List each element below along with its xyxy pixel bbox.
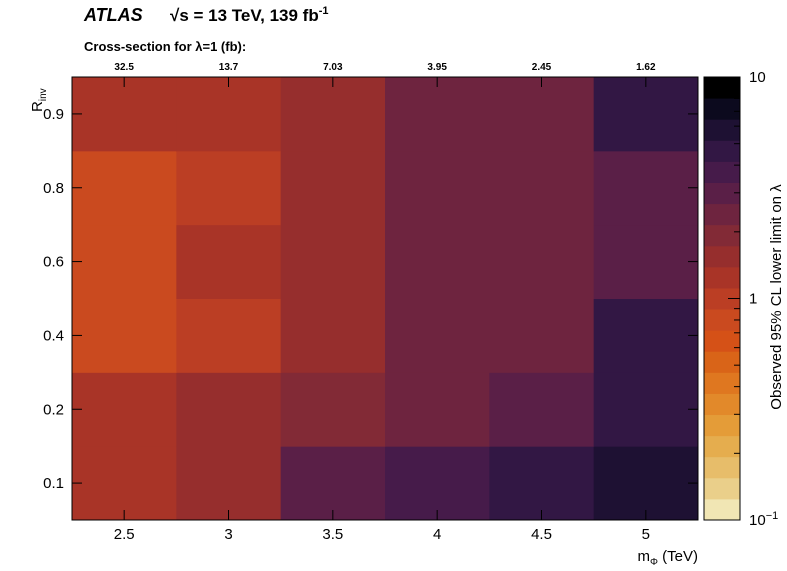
color-bar-title: Observed 95% CL lower limit on λ <box>768 184 785 410</box>
heatmap-cell <box>489 224 595 299</box>
heatmap-cell <box>176 298 282 373</box>
y-axis-ticks: 0.1 0.2 0.4 0.6 0.8 0.9 <box>43 106 698 492</box>
color-bar-tick-label: 1 <box>749 291 757 308</box>
heatmap-cell <box>593 77 699 152</box>
heatmap-cell <box>385 372 490 447</box>
heatmap-cell <box>280 77 386 152</box>
color-bar-step <box>704 161 740 183</box>
color-bar-step <box>704 182 740 205</box>
x-tick-label: 2.5 <box>114 526 135 543</box>
color-bar-tick-label: 10−1 <box>749 510 778 529</box>
energy-label: √s = 13 TeV, 139 fb-1 <box>170 5 329 25</box>
color-bar-step <box>704 435 740 458</box>
y-axis-title-subscript: inv <box>38 88 49 101</box>
heatmap-cell <box>280 224 386 299</box>
color-bar-step <box>704 393 740 416</box>
heatmap-cell <box>385 150 490 226</box>
color-bar-step <box>704 98 740 120</box>
heatmap-cell <box>593 446 699 521</box>
cross-section-value: 2.45 <box>532 62 552 73</box>
x-tick-label: 3.5 <box>322 526 343 543</box>
heatmap-cell <box>176 224 282 299</box>
heatmap-cell <box>385 298 490 373</box>
heatmap-cell <box>489 446 595 521</box>
heatmap-cell <box>385 446 490 521</box>
heatmap-cell <box>72 150 177 226</box>
heatmap-cell <box>72 298 177 373</box>
heatmap-cell <box>280 298 386 373</box>
heatmap-cell <box>489 150 595 226</box>
y-tick-label: 0.2 <box>43 401 64 418</box>
color-bar-step <box>704 266 740 289</box>
heatmap-cell <box>72 446 177 521</box>
y-tick-label: 0.6 <box>43 254 64 271</box>
heatmap-cell <box>489 298 595 373</box>
heatmap-cells <box>72 77 699 521</box>
color-bar-step <box>704 119 740 141</box>
color-bar <box>704 77 740 521</box>
x-axis-ticks: 2.5 3 3.5 4 4.5 5 <box>114 77 650 543</box>
color-bar-step <box>704 287 740 310</box>
heatmap-cell <box>176 372 282 447</box>
heatmap-cell <box>593 298 699 373</box>
color-bar-step <box>704 245 740 268</box>
color-bar-step <box>704 351 740 373</box>
x-tick-label: 5 <box>642 526 650 543</box>
x-axis-title: mΦ (TeV) <box>638 548 699 568</box>
y-tick-label: 0.1 <box>43 475 64 492</box>
heatmap-cell <box>176 150 282 226</box>
y-tick-label: 0.8 <box>43 180 64 197</box>
cross-section-value: 32.5 <box>114 62 134 73</box>
color-bar-step <box>704 309 740 331</box>
color-bar-ticks: 10 1 10−1 <box>728 69 778 529</box>
x-tick-label: 4.5 <box>531 526 552 543</box>
x-tick-label: 4 <box>433 526 441 543</box>
heatmap-cell <box>72 77 177 152</box>
color-bar-tick-label: 10 <box>749 69 766 86</box>
plot-frame <box>71 76 699 521</box>
color-bar-step <box>704 224 740 247</box>
heatmap-cell <box>593 150 699 226</box>
color-bar-step <box>704 498 740 521</box>
cross-section-value: 7.03 <box>323 62 343 73</box>
x-axis-title-subscript: Φ <box>650 557 658 568</box>
cross-section-value: 1.62 <box>636 62 656 73</box>
color-bar-step <box>704 372 740 394</box>
heatmap-cell <box>593 372 699 447</box>
color-bar-step <box>704 477 740 500</box>
cross-section-value: 13.7 <box>219 62 239 73</box>
experiment-label: ATLAS <box>83 5 143 25</box>
heatmap-cell <box>72 372 177 447</box>
heatmap-cell <box>72 224 177 299</box>
y-tick-label: 0.9 <box>43 106 64 123</box>
y-tick-label: 0.4 <box>43 327 64 344</box>
heatmap-cell <box>280 446 386 521</box>
cross-section-values: 32.5 13.7 7.03 3.95 2.45 1.62 <box>114 62 656 73</box>
y-axis-title: Rinv <box>29 88 49 112</box>
color-bar-step <box>704 140 740 162</box>
heatmap-cell <box>489 77 595 152</box>
heatmap-cell <box>176 77 282 152</box>
cross-section-value: 3.95 <box>427 62 447 73</box>
heatmap-cell <box>489 372 595 447</box>
heatmap-cell <box>385 224 490 299</box>
color-bar-step <box>704 203 740 226</box>
heatmap-cell <box>593 224 699 299</box>
color-bar-step <box>704 330 740 352</box>
heatmap-cell <box>176 446 282 521</box>
cross-section-label: Cross-section for λ=1 (fb): <box>84 39 246 54</box>
heatmap-cell <box>280 150 386 226</box>
lumi-exponent: -1 <box>319 5 329 17</box>
color-bar-step <box>704 456 740 479</box>
heatmap-cell <box>385 77 490 152</box>
color-bar-step <box>704 414 740 437</box>
color-bar-step <box>704 77 740 99</box>
x-tick-label: 3 <box>224 526 232 543</box>
heatmap-cell <box>280 372 386 447</box>
